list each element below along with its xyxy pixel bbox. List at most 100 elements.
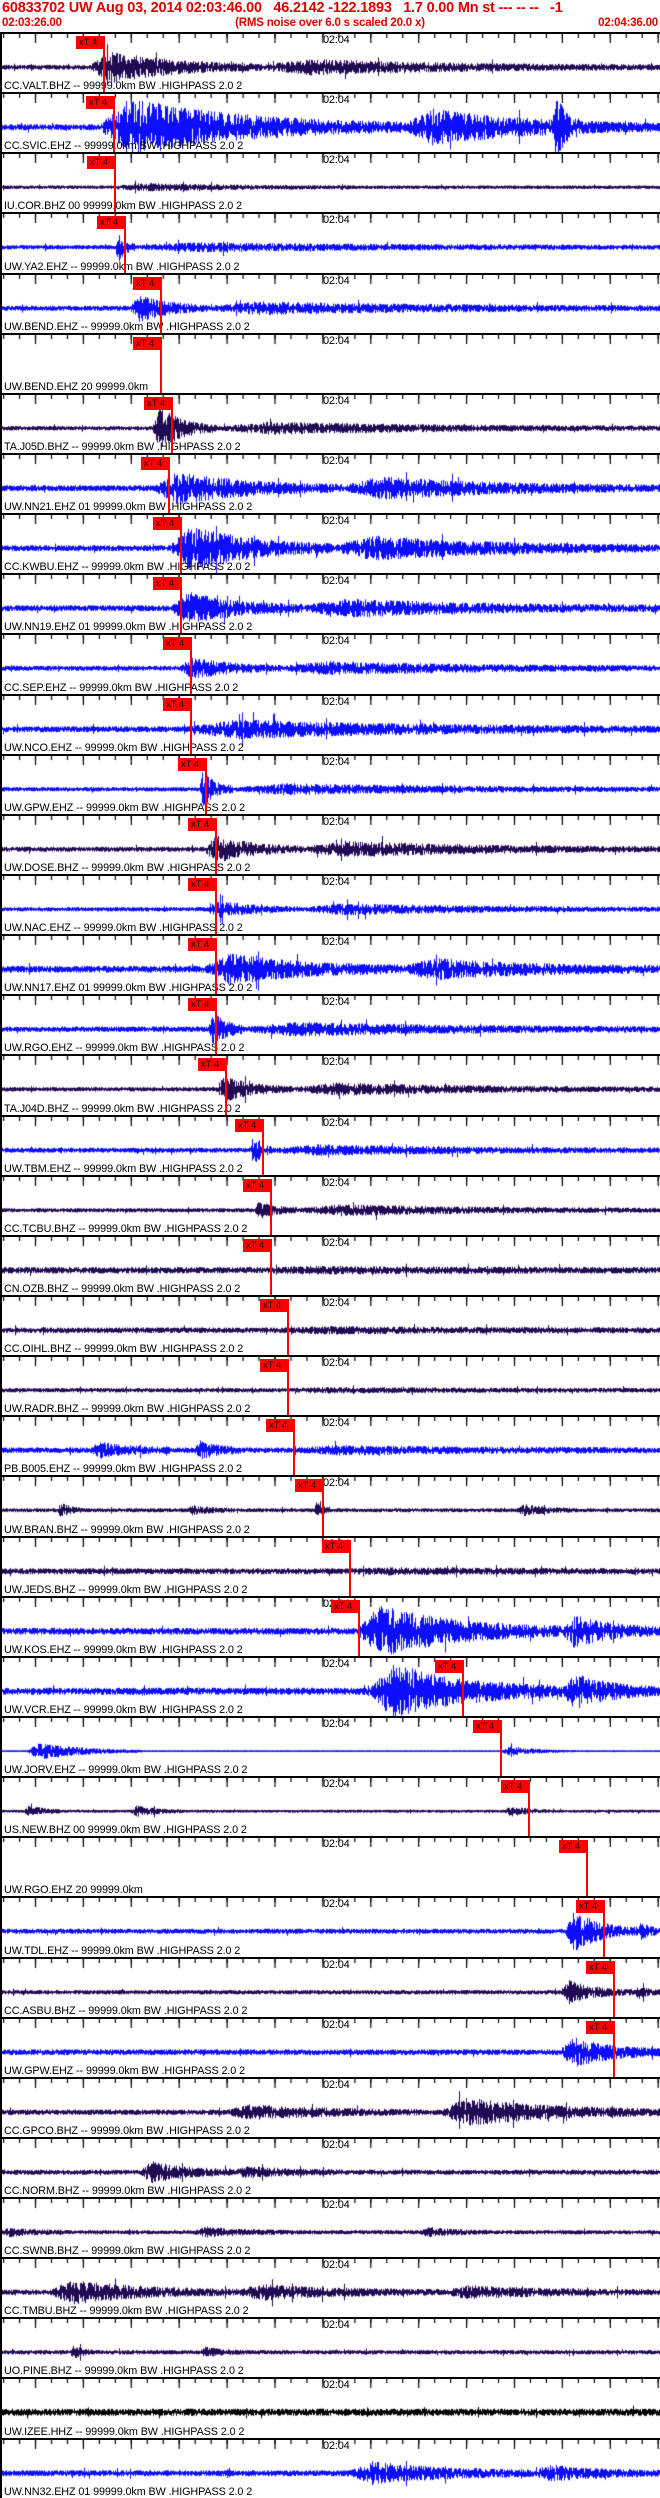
pick-line[interactable]	[160, 276, 162, 333]
pick-flag[interactable]: xT 4	[144, 396, 173, 410]
waveform-canvas[interactable]	[2, 2018, 660, 2077]
pick-line[interactable]	[270, 1238, 272, 1295]
waveform-canvas[interactable]	[2, 1898, 660, 1957]
pick-line[interactable]	[225, 1058, 227, 1115]
trace-panel-cc.kwbu.ehz[interactable]: 02:04 xT 4 CC.KWBU.EHZ -- 99999.0km BW .…	[2, 513, 660, 574]
pick-flag[interactable]: xT 4	[322, 1539, 351, 1553]
waveform-canvas[interactable]	[2, 2319, 660, 2378]
trace-panel-cc.asbu.bhz[interactable]: 02:04 xT 4 CC.ASBU.BHZ -- 99999.0km BW .…	[2, 1956, 660, 2017]
trace-panel-uw.nco.ehz[interactable]: 02:04 xT 4 UW.NCO.EHZ -- 99999.0km BW .H…	[2, 693, 660, 754]
pick-flag[interactable]: xT 4	[188, 817, 217, 831]
pick-flag[interactable]: xT 4	[235, 1118, 264, 1132]
waveform-canvas[interactable]	[2, 1357, 660, 1416]
waveform-canvas[interactable]	[2, 1838, 660, 1897]
trace-panel-cc.norm.bhz[interactable]: 02:04 CC.NORM.BHZ -- 99999.0km BW .HIGHP…	[2, 2136, 660, 2197]
trace-panel-uw.izee.hhz[interactable]: 02:04 UW.IZEE.HHZ -- 99999.0km BW .HIGHP…	[2, 2377, 660, 2438]
pick-flag[interactable]: xT 4	[266, 1419, 295, 1433]
trace-panel-uw.bran.bhz[interactable]: 02:04 xT 4 UW.BRAN.BHZ -- 99999.0km BW .…	[2, 1475, 660, 1536]
pick-line[interactable]	[190, 697, 192, 754]
pick-line[interactable]	[180, 517, 182, 574]
waveform-canvas[interactable]	[2, 2259, 660, 2318]
pick-line[interactable]	[358, 1599, 360, 1656]
trace-panel-uw.nac.ehz[interactable]: 02:04 xT 4 UW.NAC.EHZ -- 99999.0km BW .H…	[2, 873, 660, 935]
pick-flag[interactable]: xT 4	[586, 1960, 615, 1974]
pick-line[interactable]	[603, 1900, 605, 1957]
waveform-canvas[interactable]	[2, 815, 660, 874]
waveform-canvas[interactable]	[2, 2199, 660, 2258]
pick-line[interactable]	[287, 1359, 289, 1416]
pick-line[interactable]	[215, 998, 217, 1055]
pick-line[interactable]	[113, 96, 115, 153]
pick-flag[interactable]: xT 4	[178, 757, 207, 771]
trace-panel-ta.j05d.bhz[interactable]: 02:04 xT 4 TA.J05D.BHZ -- 99999.0km BW .…	[2, 392, 660, 453]
trace-panel-uw.bend.ehz[interactable]: 02:04 xT 4 UW.BEND.EHZ 20 99999.0km	[2, 332, 660, 393]
pick-line[interactable]	[215, 817, 217, 874]
pick-flag[interactable]: xT 4	[198, 1058, 227, 1072]
trace-panel-uw.radr.bhz[interactable]: 02:04 xT 4 UW.RADR.BHZ -- 99999.0km BW .…	[2, 1355, 660, 1416]
trace-panel-uo.pine.bhz[interactable]: 02:04 UO.PINE.BHZ -- 99999.0km BW .HIGHP…	[2, 2317, 660, 2377]
pick-flag[interactable]: xT 4	[260, 1298, 289, 1312]
trace-panel-cc.swnb.bhz[interactable]: 02:04 CC.SWNB.BHZ -- 99999.0km BW .HIGHP…	[2, 2197, 660, 2257]
waveform-canvas[interactable]	[2, 1417, 660, 1476]
pick-line[interactable]	[262, 1118, 264, 1175]
waveform-canvas[interactable]	[2, 2439, 660, 2498]
trace-panel-uw.bend.ehz[interactable]: 02:04 xT 4 UW.BEND.EHZ -- 99999.0km BW .…	[2, 272, 660, 333]
waveform-canvas[interactable]	[2, 1236, 660, 1295]
waveform-canvas[interactable]	[2, 2138, 660, 2197]
waveform-canvas[interactable]	[2, 936, 660, 995]
pick-line[interactable]	[270, 1178, 272, 1235]
pick-line[interactable]	[500, 1719, 502, 1777]
pick-flag[interactable]: xT 4	[133, 336, 162, 350]
trace-panel-uw.dose.bhz[interactable]: 02:04 xT 4 UW.DOSE.BHZ -- 99999.0km BW .…	[2, 813, 660, 874]
trace-panel-uw.ya2.ehz[interactable]: 02:04 xT 4 UW.YA2.EHZ -- 99999.0km BW .H…	[2, 212, 660, 273]
pick-line[interactable]	[613, 2020, 615, 2077]
pick-line[interactable]	[114, 156, 116, 213]
waveform-canvas[interactable]	[2, 1176, 660, 1235]
pick-flag[interactable]: xT 4	[295, 1479, 324, 1493]
pick-flag[interactable]: xT 4	[260, 1359, 289, 1373]
pick-line[interactable]	[293, 1419, 295, 1476]
trace-panel-cc.oihl.bhz[interactable]: 02:04 xT 4 CC.OIHL.BHZ -- 99999.0km BW .…	[2, 1294, 660, 1356]
pick-line[interactable]	[215, 877, 217, 935]
waveform-canvas[interactable]	[2, 1116, 660, 1175]
pick-flag[interactable]: xT 4	[243, 1178, 272, 1192]
pick-flag[interactable]: xT 4	[76, 36, 105, 49]
trace-panel-ta.j04d.bhz[interactable]: 02:04 xT 4 TA.J04D.BHZ -- 99999.0km BW .…	[2, 1054, 660, 1115]
trace-panel-uw.jorv.ehz[interactable]: 02:04 xT 4 UW.JORV.EHZ -- 99999.0km BW .…	[2, 1715, 660, 1777]
pick-line[interactable]	[528, 1780, 530, 1837]
trace-panel-uw.jeds.bhz[interactable]: 02:04 xT 4 UW.JEDS.BHZ -- 99999.0km BW .…	[2, 1535, 660, 1596]
pick-flag[interactable]: xT 4	[163, 697, 192, 711]
pick-line[interactable]	[462, 1659, 464, 1716]
trace-panel-cc.gpco.bhz[interactable]: 02:04 CC.GPCO.BHZ -- 99999.0km BW .HIGHP…	[2, 2076, 660, 2137]
waveform-canvas[interactable]	[2, 2078, 660, 2137]
trace-panel-uw.nn17.ehz[interactable]: 02:04 xT 4 UW.NN17.EHZ 01 99999.0km BW .…	[2, 934, 660, 995]
pick-line[interactable]	[124, 216, 126, 273]
waveform-canvas[interactable]	[2, 755, 660, 814]
trace-panel-pb.b005.ehz[interactable]: 02:04 xT 4 PB.B005.EHZ -- 99999.0km BW .…	[2, 1415, 660, 1476]
pick-line[interactable]	[171, 396, 173, 453]
pick-line[interactable]	[180, 577, 182, 634]
waveform-canvas[interactable]	[2, 1477, 660, 1536]
pick-flag[interactable]: xT 4	[86, 96, 115, 110]
pick-flag[interactable]: xT 4	[87, 156, 116, 170]
waveform-canvas[interactable]	[2, 1778, 660, 1837]
pick-line[interactable]	[168, 456, 170, 514]
pick-line[interactable]	[215, 938, 217, 995]
waveform-canvas[interactable]	[2, 635, 660, 694]
pick-flag[interactable]: xT 4	[153, 517, 182, 531]
trace-panel-cc.sep.ehz[interactable]: 02:04 xT 4 CC.SEP.EHZ -- 99999.0km BW .H…	[2, 633, 660, 694]
pick-flag[interactable]: xT 4	[153, 577, 182, 591]
pick-flag[interactable]: xT 4	[576, 1900, 605, 1914]
pick-line[interactable]	[205, 757, 207, 814]
pick-line[interactable]	[287, 1298, 289, 1356]
trace-panel-cc.tmbu.bhz[interactable]: 02:04 CC.TMBU.BHZ -- 99999.0km BW .HIGHP…	[2, 2257, 660, 2317]
pick-flag[interactable]: xT 4	[435, 1659, 464, 1673]
pick-flag[interactable]: xT 4	[141, 456, 170, 470]
trace-panel-uw.vcr.ehz[interactable]: 02:04 xT 4 UW.VCR.EHZ -- 99999.0km BW .H…	[2, 1655, 660, 1716]
trace-panel-uw.kos.ehz[interactable]: 02:04 xT 4 UW.KOS.EHZ -- 99999.0km BW .H…	[2, 1595, 660, 1656]
waveform-canvas[interactable]	[2, 1657, 660, 1716]
trace-panel-cc.valt.bhz[interactable]: 02:04 xT 4 CC.VALT.BHZ -- 99999.0km BW .…	[2, 32, 660, 93]
pick-line[interactable]	[586, 1840, 588, 1897]
trace-panel-iu.cor.bhz[interactable]: 02:04 xT 4 IU.COR.BHZ 00 99999.0km BW .H…	[2, 152, 660, 213]
waveform-canvas[interactable]	[2, 1296, 660, 1355]
